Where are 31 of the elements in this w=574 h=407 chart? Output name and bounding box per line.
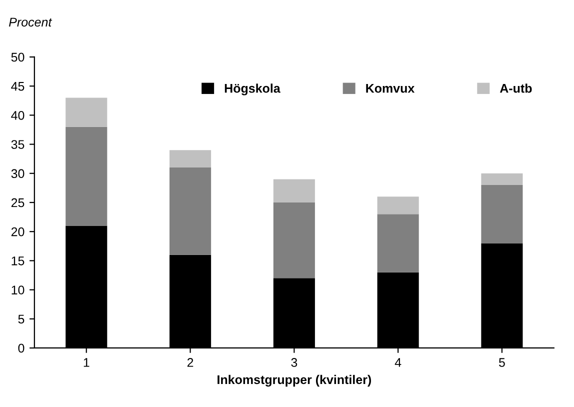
x-tick-label: 5 <box>498 358 505 367</box>
legend-label: Komvux <box>366 84 415 93</box>
bar <box>170 150 212 168</box>
y-tick-label: 5 <box>18 314 24 324</box>
x-tick-label: 1 <box>84 358 90 367</box>
legend-label: A-utb <box>500 84 532 93</box>
bar <box>170 168 212 255</box>
y-tick-label: 15 <box>12 256 24 266</box>
x-tick-label: 3 <box>291 358 298 367</box>
bar <box>377 196 419 214</box>
y-tick-label: 45 <box>11 82 24 91</box>
bar <box>66 126 108 226</box>
bar <box>377 214 419 272</box>
y-tick-label: 0 <box>18 344 24 353</box>
bar <box>481 173 523 186</box>
legend-label: Högskola <box>224 84 280 96</box>
y-tick-label: 35 <box>11 140 24 149</box>
y-axis-title: Procent <box>8 18 52 27</box>
bar <box>273 202 315 278</box>
x-tick-label: 2 <box>187 358 194 367</box>
bar <box>273 179 315 202</box>
y-tick-label: 25 <box>11 198 24 208</box>
y-tick-label: 10 <box>12 286 24 294</box>
x-tick-label: 4 <box>394 358 402 367</box>
y-tick-label: 40 <box>11 110 24 120</box>
x-axis-title: Inkomstgrupper (kvintiler) <box>218 374 371 387</box>
y-tick-label: 20 <box>11 227 24 236</box>
y-tick-label: 30 <box>11 169 24 178</box>
bar <box>66 98 108 127</box>
y-tick-label: 50 <box>11 52 24 62</box>
bar <box>481 185 523 244</box>
